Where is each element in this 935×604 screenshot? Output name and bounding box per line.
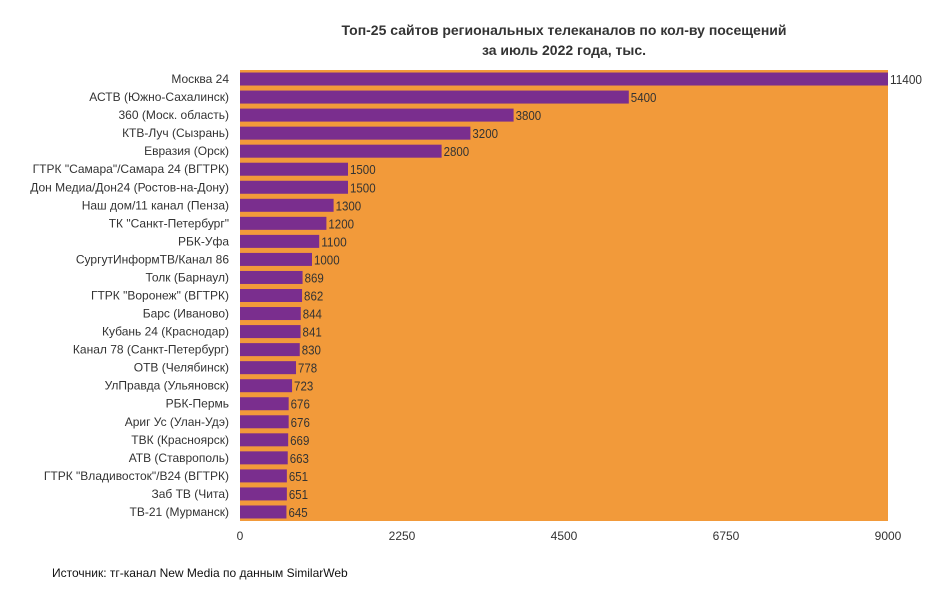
data-label: 1500 [350,162,376,177]
bar [240,343,300,357]
bar [240,252,312,266]
data-label: 669 [290,433,309,448]
bar [240,397,289,411]
bar [240,505,287,519]
bar [240,198,334,212]
bar [240,126,471,140]
bar [240,451,288,465]
x-tick-label: 4500 [551,529,578,543]
category-label: 360 (Моск. область) [118,108,229,122]
category-label: Ариг Ус (Улан-Удэ) [125,415,229,429]
bar [240,180,348,194]
data-label: 645 [288,505,307,520]
bar [240,325,301,339]
data-label: 841 [303,325,322,340]
category-label: Заб ТВ (Чита) [151,487,229,501]
bar [240,361,297,375]
data-label: 651 [289,487,308,502]
x-tick-label: 0 [237,529,244,543]
x-tick-label: 6750 [713,529,740,543]
category-label: РБК-Уфа [178,234,229,248]
bar [240,487,287,501]
category-label: КТВ-Луч (Сызрань) [122,126,229,140]
bar [240,433,289,447]
data-label: 11400 [890,72,922,87]
category-label: Евразия (Орск) [144,144,229,158]
data-label: 651 [289,469,308,484]
category-label: РБК-Пермь [166,397,229,411]
data-label: 3800 [516,108,542,123]
category-label: ТВК (Красноярск) [131,433,229,447]
category-label: ТК "Санкт-Петербург" [109,216,229,230]
bar [240,216,327,230]
data-label: 830 [302,343,321,358]
data-label: 869 [305,270,324,285]
bar [240,234,320,248]
data-label: 1500 [350,180,376,195]
category-label: СургутИнформТВ/Канал 86 [76,252,229,266]
bar [240,307,301,321]
data-label: 844 [303,307,322,322]
data-label: 3200 [472,126,498,141]
x-tick-label: 2250 [389,529,416,543]
data-label: 676 [291,415,310,430]
bar [240,90,629,104]
category-label: АТВ (Ставрополь) [129,451,229,465]
source-note: Источник: тг-канал New Media по данным S… [52,566,348,580]
category-label: ГТРК "Воронеж" (ВГТРК) [91,289,229,303]
category-label: ТВ-21 (Мурманск) [130,505,229,519]
data-label: 5400 [631,90,657,105]
bar [240,289,303,302]
data-label: 2800 [444,144,470,159]
data-label: 862 [304,289,323,304]
category-label: ГТРК "Самара"/Самара 24 (ВГТРК) [33,162,229,176]
category-label: ГТРК "Владивосток"/В24 (ВГТРК) [44,469,229,483]
data-label: 723 [294,379,313,394]
category-label: УлПравда (Ульяновск) [105,379,229,393]
category-label: АСТВ (Южно-Сахалинск) [89,90,229,104]
bar [240,469,287,483]
bar [240,108,514,122]
category-label: Толк (Барнаул) [145,270,229,284]
data-label: 1300 [336,198,362,213]
category-label: Канал 78 (Санкт-Петербург) [73,343,229,357]
data-label: 1100 [321,234,347,249]
data-label: 663 [290,451,309,466]
bar [240,379,293,393]
chart-title-line-1: Топ-25 сайтов региональных телеканалов п… [341,22,787,38]
bar [240,144,442,158]
bar [240,162,348,176]
chart-title-line-2: за июль 2022 года, тыс. [481,42,647,58]
x-tick-label: 9000 [875,529,902,543]
bar [240,415,289,429]
category-label: Барс (Иваново) [143,307,229,321]
data-label: 778 [298,361,317,376]
category-label: Наш дом/11 канал (Пенза) [82,198,229,212]
category-label: Кубань 24 (Краснодар) [102,325,229,339]
category-label: ОТВ (Челябинск) [134,361,229,375]
bar [240,270,303,284]
data-label: 676 [291,397,310,412]
data-label: 1000 [314,252,340,267]
category-label: Москва 24 [171,72,229,86]
data-label: 1200 [328,216,354,231]
category-label: Дон Медиа/Дон24 (Ростов-на-Дону) [30,180,229,194]
bar [240,72,888,86]
